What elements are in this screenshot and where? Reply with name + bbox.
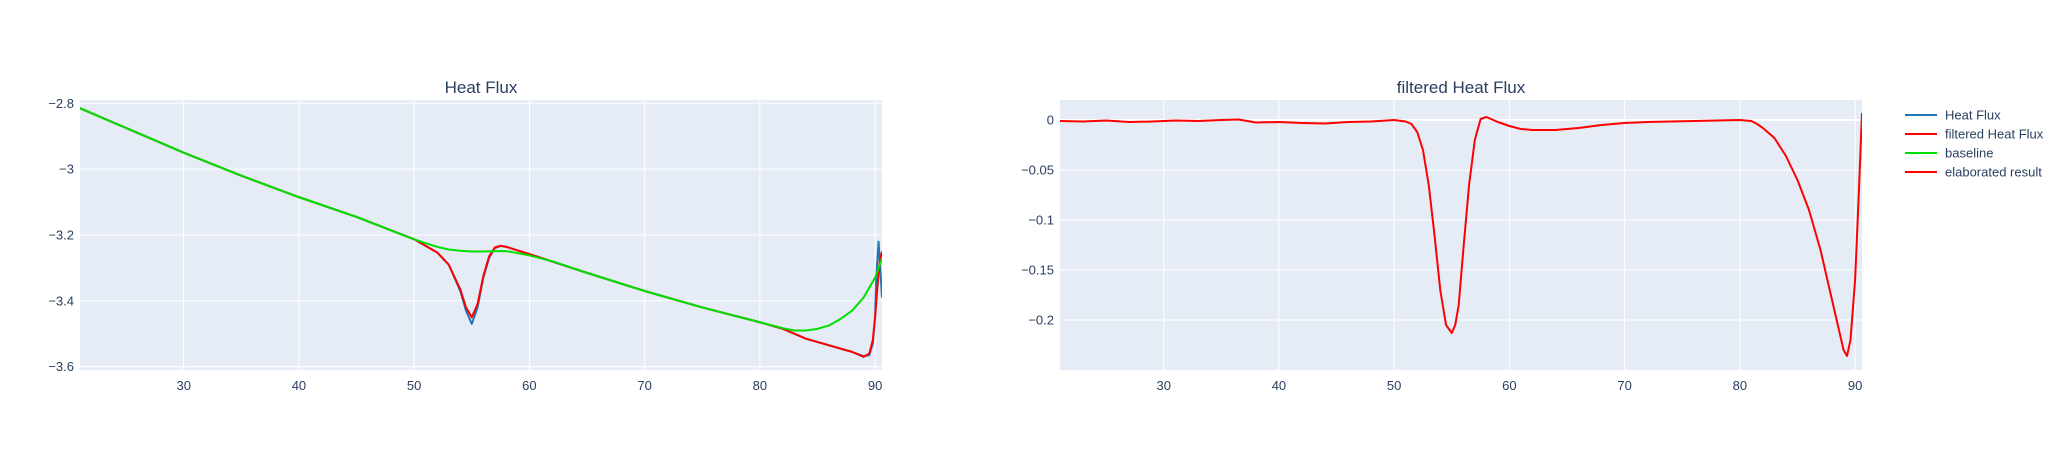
series-line-elaborated-result [1060, 112, 1862, 357]
y-tick-label: 0 [1047, 113, 1054, 128]
legend-item[interactable]: filtered Heat Flux [1905, 127, 2044, 142]
legend-label: baseline [1945, 146, 1993, 161]
y-tick-label: −0.1 [1028, 213, 1054, 228]
chart-title: filtered Heat Flux [1397, 78, 1526, 97]
y-tick-label: −0.2 [1028, 313, 1054, 328]
legend-item[interactable]: elaborated result [1905, 165, 2042, 180]
y-tick-label: −2.8 [48, 96, 74, 111]
x-tick-label: 90 [868, 378, 882, 393]
x-tick-label: 80 [753, 378, 767, 393]
subplot-heat-flux: 30 40 50 60 70 80 90 −2.8 −3 −3.2 −3.4 −3.6 Heat Flu… [48, 78, 882, 393]
chart-title: Heat Flux [445, 78, 518, 97]
subplot-filtered-heat-flux: 30 40 50 60 70 80 90 0 −0.05 −0.1 −0.15 −0.2 filtere… [1021, 78, 1862, 393]
x-tick-label: 60 [522, 378, 536, 393]
series-line-baseline [80, 107, 882, 332]
x-tick-label: 80 [1733, 378, 1747, 393]
x-tick-label: 70 [637, 378, 651, 393]
x-tick-label: 40 [292, 378, 306, 393]
y-tick-label: −3.4 [48, 293, 74, 308]
legend-label: elaborated result [1945, 165, 2042, 180]
legend-label: Heat Flux [1945, 108, 2001, 123]
legend-label: filtered Heat Flux [1945, 127, 2044, 142]
x-tick-label: 30 [176, 378, 190, 393]
y-tick-label: −3.2 [48, 228, 74, 243]
y-tick-label: −0.05 [1021, 163, 1054, 178]
y-tick-label: −0.15 [1021, 263, 1054, 278]
x-tick-label: 50 [1387, 378, 1401, 393]
y-tick-label: −3 [59, 162, 74, 177]
x-tick-label: 30 [1156, 378, 1170, 393]
x-tick-label: 70 [1617, 378, 1631, 393]
y-tick-label: −3.6 [48, 359, 74, 374]
plot-area [1060, 100, 1862, 370]
x-tick-label: 40 [1272, 378, 1286, 393]
x-tick-label: 50 [407, 378, 421, 393]
legend: Heat Flux filtered Heat Flux baseline elabo… [1905, 108, 2044, 180]
x-tick-label: 90 [1848, 378, 1862, 393]
legend-item[interactable]: baseline [1905, 146, 1993, 161]
legend-item[interactable]: Heat Flux [1905, 108, 2001, 123]
x-tick-label: 60 [1502, 378, 1516, 393]
